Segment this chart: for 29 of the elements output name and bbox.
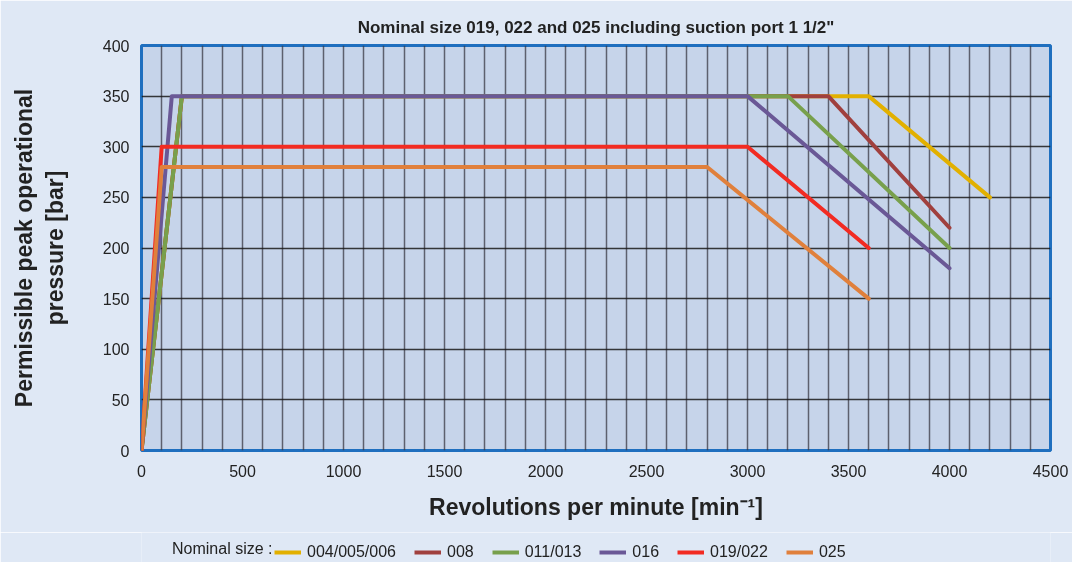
y-tick-label: 150 <box>102 290 130 308</box>
x-tick-label: 500 <box>229 462 256 480</box>
y-tick-label: 200 <box>102 240 130 257</box>
y-tick-label: 300 <box>102 138 130 156</box>
y-tick-label: 400 <box>102 37 130 55</box>
legend-label: 016 <box>632 543 660 561</box>
legend-label: 011/013 <box>524 543 582 561</box>
y-axis-title: Permissible peak operational pressure [bar] <box>10 88 68 408</box>
x-tick-label: 2000 <box>527 462 564 480</box>
x-axis-title: Revolutions per minute [min⁻¹] <box>429 493 763 520</box>
x-tick-label: 1000 <box>325 462 362 480</box>
y-tick-label: 100 <box>102 341 130 359</box>
legend-label: 019/022 <box>710 543 768 561</box>
legend-title: Nominal size : <box>172 540 273 557</box>
legend-label: 004/005/006 <box>307 543 396 561</box>
x-tick-label: 2500 <box>628 462 665 480</box>
x-tick-label: 4000 <box>931 462 968 480</box>
x-tick-label: 4500 <box>1032 462 1069 480</box>
y-tick-label: 50 <box>111 391 130 409</box>
chart-title: Nominal size 019, 022 and 025 including suction port 1 1/2" <box>357 18 835 37</box>
legend-label: 025 <box>818 543 846 561</box>
x-tick-label: 3000 <box>729 462 766 480</box>
y-tick-label: 350 <box>102 88 130 106</box>
y-tick-label: 250 <box>102 189 130 207</box>
y-tick-label: 0 <box>120 442 130 460</box>
x-tick-label: 3500 <box>830 462 867 480</box>
x-tick-label: 0 <box>137 462 147 480</box>
x-tick-label: 1500 <box>426 462 463 480</box>
legend-label: 008 <box>446 543 474 561</box>
